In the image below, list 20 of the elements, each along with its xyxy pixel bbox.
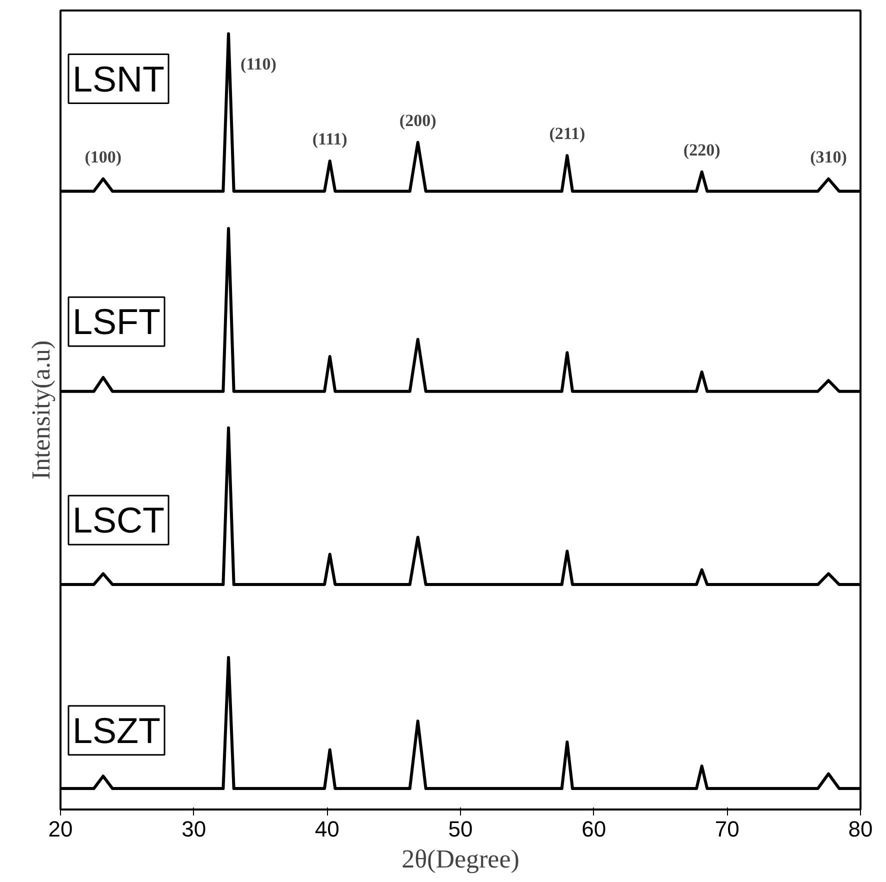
annotation: (220) [683,140,720,160]
y-axis-title: Intensity(a.u) [26,340,56,480]
x-axis-title: 2θ(Degree) [402,844,520,874]
series-label: LSCT [72,500,165,541]
annotation: (211) [549,124,586,144]
annotation: (200) [399,110,436,130]
annotation: (110) [240,54,276,74]
series-label: LSZT [72,710,161,751]
annotation: (100) [84,147,122,166]
x-tick-label: 40 [314,816,340,842]
x-tick-label: 30 [182,816,206,842]
annotation: (111) [312,129,348,148]
x-tick-label: 20 [48,816,73,842]
series-label: LSNT [72,58,165,100]
x-tick-label: 70 [714,816,740,842]
annotation: (310) [810,147,847,166]
x-tick-label: 50 [448,816,473,842]
x-tick-label: 80 [848,816,873,842]
series-label: LSFT [72,301,161,342]
x-tick-label: 60 [582,816,606,842]
